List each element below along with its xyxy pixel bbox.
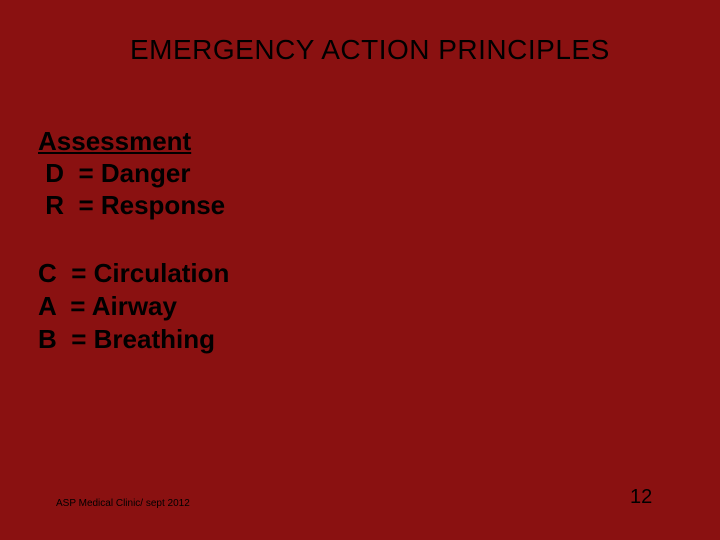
block1-line-1: R = Response xyxy=(38,190,225,221)
page-number: 12 xyxy=(630,486,652,509)
block2-line-1: A = Airway xyxy=(38,291,177,322)
slide: EMERGENCY ACTION PRINCIPLES Assessment D… xyxy=(0,0,720,540)
footer-text: ASP Medical Clinic/ sept 2012 xyxy=(56,498,190,509)
block2-line-2: B = Breathing xyxy=(38,324,215,355)
assessment-header: Assessment xyxy=(38,126,191,157)
block2-line-0: C = Circulation xyxy=(38,258,229,289)
block1-line-0: D = Danger xyxy=(38,158,190,189)
slide-title: EMERGENCY ACTION PRINCIPLES xyxy=(130,34,610,66)
